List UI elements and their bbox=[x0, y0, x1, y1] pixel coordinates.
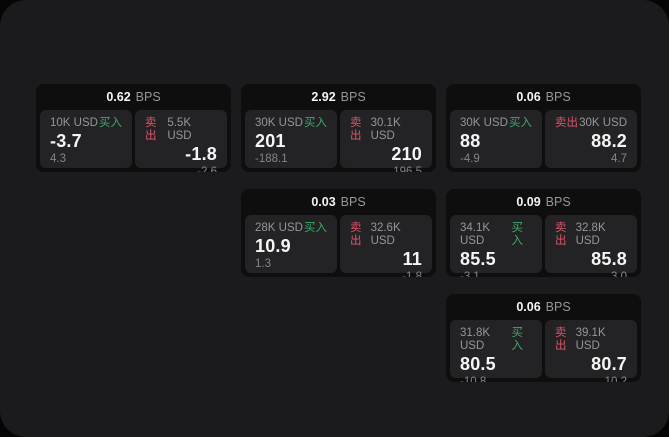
sell-button[interactable]: 卖出 bbox=[555, 327, 567, 352]
sell-button[interactable]: 卖出 bbox=[350, 222, 362, 247]
buy-panel[interactable]: 10K USD 买入 -3.7 4.3 bbox=[40, 110, 132, 168]
buy-panel[interactable]: 28K USD 买入 10.9 1.3 bbox=[245, 215, 337, 273]
buy-sub-value: -4.9 bbox=[460, 153, 480, 165]
panels: 30K USD 买入 88 -4.9 卖出 30K USD 88.2 4.7 bbox=[446, 110, 641, 168]
buy-panel[interactable]: 34.1K USD 买入 85.5 -3.1 bbox=[450, 215, 542, 277]
bps-label: BPS bbox=[545, 300, 571, 314]
sell-amount: 39.1K USD bbox=[575, 327, 606, 352]
card-header: 0.06 BPS bbox=[446, 294, 641, 320]
bps-label: BPS bbox=[545, 90, 571, 104]
card-header: 0.09 BPS bbox=[446, 189, 641, 215]
buy-price: 85.5 bbox=[460, 249, 496, 269]
sell-sub-value: 3.0 bbox=[611, 271, 627, 277]
sell-price: 11 bbox=[402, 249, 422, 269]
buy-sub-value: -188.1 bbox=[255, 153, 288, 165]
card-header: 2.92 BPS bbox=[241, 84, 436, 110]
buy-button[interactable]: 买入 bbox=[511, 222, 523, 247]
card-header: 0.06 BPS bbox=[446, 84, 641, 110]
sell-panel[interactable]: 卖出 30K USD 88.2 4.7 bbox=[545, 110, 637, 168]
sell-sub-value: 196.5 bbox=[393, 166, 422, 172]
buy-amount: 34.1K USD bbox=[460, 222, 491, 247]
sell-panel[interactable]: 卖出 32.6K USD 11 -1.8 bbox=[340, 215, 432, 277]
buy-button[interactable]: 买入 bbox=[509, 117, 532, 129]
panels: 31.8K USD 买入 80.5 -10.8 卖出 39.1K USD 80.… bbox=[446, 320, 641, 382]
buy-sub-value: 1.3 bbox=[255, 258, 271, 270]
card-header: 0.62 BPS bbox=[36, 84, 231, 110]
sell-panel[interactable]: 卖出 39.1K USD 80.7 10.2 bbox=[545, 320, 637, 382]
sell-price: 88.2 bbox=[591, 131, 627, 151]
buy-price: 88 bbox=[460, 131, 481, 151]
bps-label: BPS bbox=[340, 195, 366, 209]
sell-amount: 32.8K USD bbox=[575, 222, 606, 247]
sell-amount: 30.1K USD bbox=[370, 117, 401, 142]
bps-value: 0.03 bbox=[311, 195, 336, 209]
quote-card: 0.62 BPS 10K USD 买入 -3.7 4.3 卖出 5.5K USD bbox=[36, 84, 231, 172]
buy-button[interactable]: 买入 bbox=[304, 222, 327, 234]
sell-button[interactable]: 卖出 bbox=[555, 222, 567, 247]
quote-card: 0.03 BPS 28K USD 买入 10.9 1.3 卖出 32.6K US… bbox=[241, 189, 436, 277]
sell-panel[interactable]: 卖出 30.1K USD 210 196.5 bbox=[340, 110, 432, 172]
bps-value: 0.62 bbox=[106, 90, 131, 104]
buy-button[interactable]: 买入 bbox=[99, 117, 122, 129]
quote-card: 2.92 BPS 30K USD 买入 201 -188.1 卖出 30.1K … bbox=[241, 84, 436, 172]
sell-price: 80.7 bbox=[591, 354, 627, 374]
panels: 10K USD 买入 -3.7 4.3 卖出 5.5K USD -1.8 -2.… bbox=[36, 110, 231, 172]
quote-board: 0.62 BPS 10K USD 买入 -3.7 4.3 卖出 5.5K USD bbox=[36, 84, 641, 382]
quote-card: 0.06 BPS 31.8K USD 买入 80.5 -10.8 卖出 39.1… bbox=[446, 294, 641, 382]
buy-sub-value: 4.3 bbox=[50, 153, 66, 165]
buy-button[interactable]: 买入 bbox=[511, 327, 523, 352]
sell-price: -1.8 bbox=[185, 144, 217, 164]
bps-label: BPS bbox=[340, 90, 366, 104]
buy-panel[interactable]: 31.8K USD 买入 80.5 -10.8 bbox=[450, 320, 542, 382]
bps-value: 0.06 bbox=[516, 90, 541, 104]
buy-price: 80.5 bbox=[460, 354, 496, 374]
bps-value: 2.92 bbox=[311, 90, 336, 104]
sell-sub-value: -1.8 bbox=[402, 271, 422, 277]
sell-price: 210 bbox=[391, 144, 422, 164]
quote-card: 0.09 BPS 34.1K USD 买入 85.5 -3.1 卖出 32.8K… bbox=[446, 189, 641, 277]
sell-button[interactable]: 卖出 bbox=[350, 117, 362, 142]
buy-amount: 31.8K USD bbox=[460, 327, 491, 352]
quote-card: 0.06 BPS 30K USD 买入 88 -4.9 卖出 30K USD bbox=[446, 84, 641, 172]
sell-price: 85.8 bbox=[591, 249, 627, 269]
buy-amount: 30K USD bbox=[255, 117, 303, 129]
buy-price: -3.7 bbox=[50, 131, 82, 151]
buy-sub-value: -10.8 bbox=[460, 376, 487, 382]
panels: 34.1K USD 买入 85.5 -3.1 卖出 32.8K USD 85.8… bbox=[446, 215, 641, 277]
bps-label: BPS bbox=[135, 90, 161, 104]
card-header: 0.03 BPS bbox=[241, 189, 436, 215]
bps-label: BPS bbox=[545, 195, 571, 209]
sell-amount: 30K USD bbox=[579, 117, 627, 129]
bps-value: 0.06 bbox=[516, 300, 541, 314]
buy-button[interactable]: 买入 bbox=[304, 117, 327, 129]
sell-sub-value: 10.2 bbox=[604, 376, 627, 382]
buy-amount: 30K USD bbox=[460, 117, 508, 129]
buy-price: 10.9 bbox=[255, 236, 291, 256]
buy-amount: 10K USD bbox=[50, 117, 98, 129]
buy-price: 201 bbox=[255, 131, 286, 151]
buy-panel[interactable]: 30K USD 买入 88 -4.9 bbox=[450, 110, 542, 168]
panels: 30K USD 买入 201 -188.1 卖出 30.1K USD 210 1… bbox=[241, 110, 436, 172]
sell-button[interactable]: 卖出 bbox=[145, 117, 157, 142]
sell-amount: 5.5K USD bbox=[167, 117, 192, 142]
buy-sub-value: -3.1 bbox=[460, 271, 480, 277]
sell-panel[interactable]: 卖出 5.5K USD -1.8 -2.6 bbox=[135, 110, 227, 172]
sell-amount: 32.6K USD bbox=[370, 222, 401, 247]
buy-amount: 28K USD bbox=[255, 222, 303, 234]
bps-value: 0.09 bbox=[516, 195, 541, 209]
sell-panel[interactable]: 卖出 32.8K USD 85.8 3.0 bbox=[545, 215, 637, 277]
panels: 28K USD 买入 10.9 1.3 卖出 32.6K USD 11 -1.8 bbox=[241, 215, 436, 277]
sell-sub-value: -2.6 bbox=[197, 166, 217, 172]
sell-button[interactable]: 卖出 bbox=[555, 117, 578, 129]
buy-panel[interactable]: 30K USD 买入 201 -188.1 bbox=[245, 110, 337, 168]
sell-sub-value: 4.7 bbox=[611, 153, 627, 165]
